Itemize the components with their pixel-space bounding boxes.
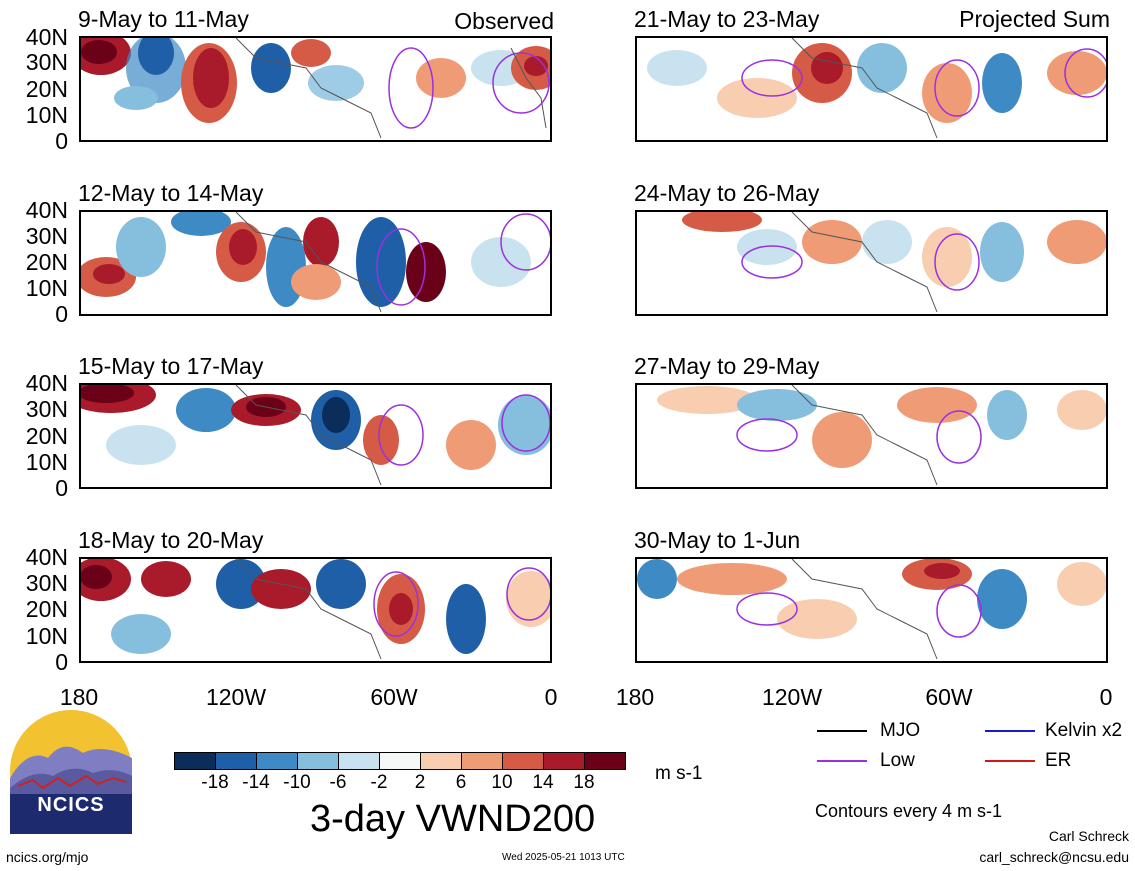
footer-timestamp: Wed 2025-05-21 1013 UTC [502,852,625,863]
logo-text: NCICS [37,794,105,816]
field-map [81,385,550,486]
colorbar-label: -18 [201,772,229,793]
panel-date-title: 9-May to 11-May [78,6,249,32]
main-title: 3-day VWND200 [310,798,596,840]
colorbar-label: 2 [414,772,426,793]
legend-line-low [817,760,867,762]
field-map [81,38,550,139]
lon-label: 60W [370,684,418,710]
lat-label: 30N [25,223,68,249]
map-panel [79,210,552,316]
footer-email[interactable]: carl_schreck@ncsu.edu [979,849,1129,865]
legend-label: Kelvin x2 [1045,720,1123,741]
colorbar-cell [338,752,380,770]
legend-label: ER [1045,750,1072,771]
lon-label: 120W [205,684,267,710]
map-panel [635,557,1108,663]
lat-label: 0 [55,649,68,675]
map-panel [635,383,1108,489]
lat-label: 20N [25,76,68,102]
colorbar-units: m s-1 [655,763,703,784]
lat-label: 10N [25,102,68,128]
map-panel [79,557,552,663]
lat-label: 40N [25,370,68,396]
panel-projected-label: Projected Sum [959,6,1110,32]
lat-label: 20N [25,423,68,449]
colorbar-cell [543,752,585,770]
colorbar-label: 6 [455,772,467,793]
map-panel [79,36,552,142]
lat-label: 20N [25,596,68,622]
legend-label: Low [880,750,915,771]
lon-label: 180 [59,684,99,710]
contours-note: Contours every 4 m s-1 [815,801,1003,821]
logo-icon [10,710,132,834]
field-map [637,559,1106,660]
colorbar-label: 18 [573,772,595,793]
lon-label: 180 [615,684,655,710]
colorbar-cell [502,752,544,770]
lat-label: 40N [25,544,68,570]
colorbar-cell [379,752,421,770]
panel-observed-label: Observed [454,8,554,34]
colorbar-cell [256,752,298,770]
lat-label: 40N [25,197,68,223]
panel-date-title: 12-May to 14-May [78,180,264,206]
colorbar-label: -2 [370,772,388,793]
colorbar-label: -10 [283,772,311,793]
colorbar-label: 10 [491,772,513,793]
legend-label: MJO [880,720,921,741]
colorbar-cell [420,752,462,770]
lat-label: 0 [55,475,68,501]
lon-label: 0 [544,684,558,710]
colorbar-label: -6 [329,772,347,793]
panel-date-title: 24-May to 26-May [634,180,820,206]
colorbar-label: 14 [532,772,554,793]
panel-date-title: 18-May to 20-May [78,527,264,553]
lat-label: 10N [25,275,68,301]
map-panel [79,383,552,489]
map-panel [635,210,1108,316]
lat-label: 10N [25,449,68,475]
footer-author: Carl Schreck [1048,828,1129,844]
ncics-logo: NCICS [8,708,134,834]
lon-label: 0 [1099,684,1113,710]
field-map [682,212,1106,313]
lat-label: 30N [25,49,68,75]
colorbar-cell [215,752,257,770]
field-map [647,38,1106,139]
lat-label: 30N [25,396,68,422]
legend-line-er [985,760,1035,762]
panel-date-title: 30-May to 1-Jun [634,527,801,553]
panel-date-title: 27-May to 29-May [634,353,820,379]
legend-line-mjo [817,730,867,732]
footer-url[interactable]: ncics.org/mjo [6,849,89,865]
lat-label: 0 [55,301,68,327]
lat-label: 20N [25,249,68,275]
map-panel [635,36,1108,142]
lat-label: 0 [55,128,68,154]
lat-label: 40N [25,24,68,50]
lon-label: 60W [925,684,973,710]
lat-label: 10N [25,623,68,649]
field-map [81,212,550,313]
lon-label: 120W [761,684,823,710]
panel-date-title: 21-May to 23-May [634,6,820,32]
panel-date-title: 15-May to 17-May [78,353,264,379]
colorbar-cell [584,752,626,770]
legend-line-kelvin [985,730,1035,732]
colorbar-label: -14 [242,772,270,793]
colorbar-cell [174,752,216,770]
lat-label: 30N [25,570,68,596]
field-map [81,559,550,660]
field-map [657,385,1106,486]
colorbar-cell [297,752,339,770]
colorbar-cell [461,752,503,770]
